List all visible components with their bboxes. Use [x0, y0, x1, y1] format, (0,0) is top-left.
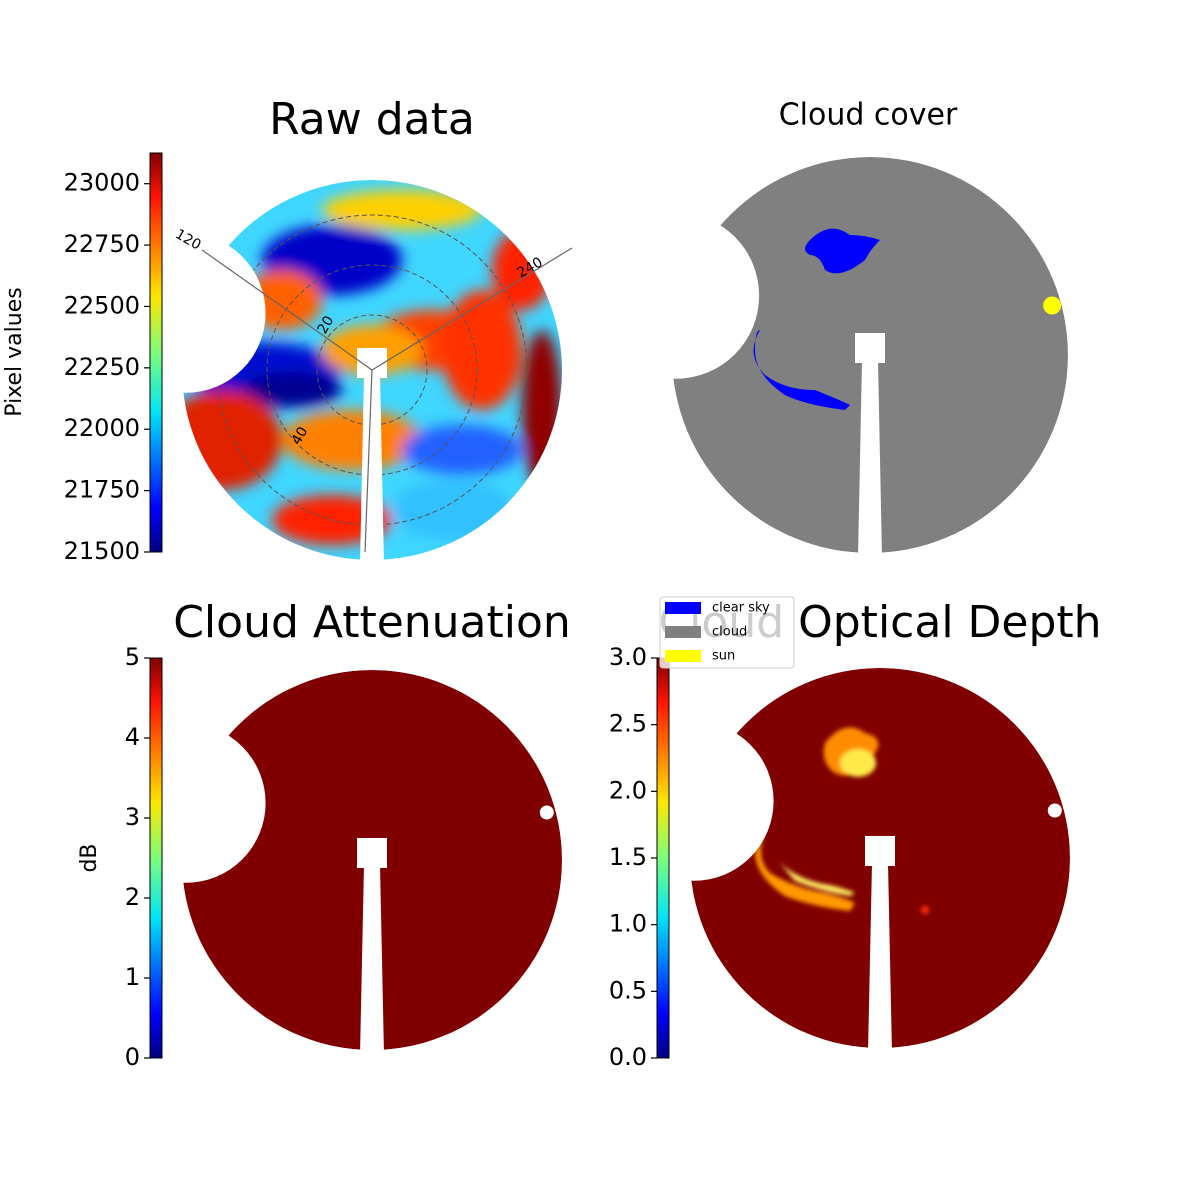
thin-cloud: [755, 727, 929, 914]
colorbar-tick-label: 1.0: [609, 910, 647, 938]
colorbar-tick-label: 3.0: [609, 643, 647, 671]
polar-label: 20: [315, 313, 338, 336]
colorbar-tick-label: 21750: [64, 476, 140, 504]
polar-spokes: [201, 247, 573, 553]
mast-top: [357, 838, 387, 868]
texture-blob: [522, 330, 562, 490]
mast: [360, 865, 384, 1055]
colorbar: [149, 152, 163, 553]
mast-top: [855, 333, 885, 363]
texture-blob: [402, 425, 522, 475]
colorbar-tick-label: 22500: [64, 291, 140, 319]
sun-mask: [1047, 803, 1062, 818]
colorbar-tick-label: 22750: [64, 230, 140, 258]
mast: [858, 360, 882, 558]
colorbar-tick-label: 1.5: [609, 843, 647, 871]
obstruction: [592, 212, 760, 379]
colorbar-tick-label: 4: [125, 723, 140, 751]
colorbar-tick-label: 23000: [64, 169, 140, 197]
texture-blob: [392, 480, 512, 540]
polar-ring: [316, 314, 428, 426]
colorbar-tick-label: 2: [125, 883, 140, 911]
colorbar-tick-label: 2.0: [609, 776, 647, 804]
texture-blob: [282, 410, 422, 470]
texture-blob: [442, 290, 522, 410]
thin-cloud-patch: [755, 833, 855, 911]
colorbar-tick-label: 0: [125, 1043, 140, 1071]
panel-title: Cloud cover: [779, 98, 958, 133]
obstruction: [106, 233, 266, 393]
colorbar: [149, 657, 163, 1059]
legend-label: clear sky: [712, 601, 770, 616]
polar-label: 40: [289, 424, 312, 447]
colorbar-tick-label: 2.5: [609, 710, 647, 738]
colorbar-label: dB: [77, 843, 102, 872]
sun-mask: [539, 805, 554, 820]
thin-cloud-patch: [921, 906, 929, 914]
mast: [360, 375, 384, 565]
colorbar-tick-label: 3: [125, 803, 140, 831]
texture-blob: [182, 390, 282, 490]
colorbar-tick-label: 22000: [64, 414, 140, 442]
colorbar-tick-label: 5: [125, 643, 140, 671]
texture-blob: [322, 190, 482, 230]
panel-title: Cloud Attenuation: [173, 597, 571, 648]
legend-swatch: [665, 626, 701, 638]
clear-patch: [805, 228, 880, 274]
colorbar-tick-label: 21500: [64, 537, 140, 565]
legend-label: sun: [712, 649, 735, 664]
thin-cloud-patch: [780, 863, 855, 896]
colorbar-tick-label: 1: [125, 963, 140, 991]
colorbar-label: Pixel values: [2, 287, 27, 416]
legend-swatch: [665, 602, 701, 614]
colorbar-tick-label: 0.0: [609, 1043, 647, 1071]
obstruction: [106, 723, 266, 883]
mast: [868, 863, 892, 1053]
texture-blob: [242, 372, 342, 408]
legend-swatch: [665, 650, 701, 662]
colorbar-tick-label: 0.5: [609, 976, 647, 1004]
polar-spoke: [371, 247, 573, 371]
thin-cloud-patch: [840, 749, 876, 777]
mast-top: [865, 836, 895, 866]
sun-disk: [1043, 296, 1062, 315]
clear-patch: [753, 330, 850, 410]
polar-spoke: [364, 369, 373, 553]
legend-label: cloud: [712, 625, 747, 640]
obstruction: [614, 721, 774, 881]
panel-title: Raw data: [269, 94, 475, 145]
colorbar: [656, 657, 670, 1059]
colorbar-tick-label: 22250: [64, 353, 140, 381]
polar-spoke: [201, 249, 373, 371]
